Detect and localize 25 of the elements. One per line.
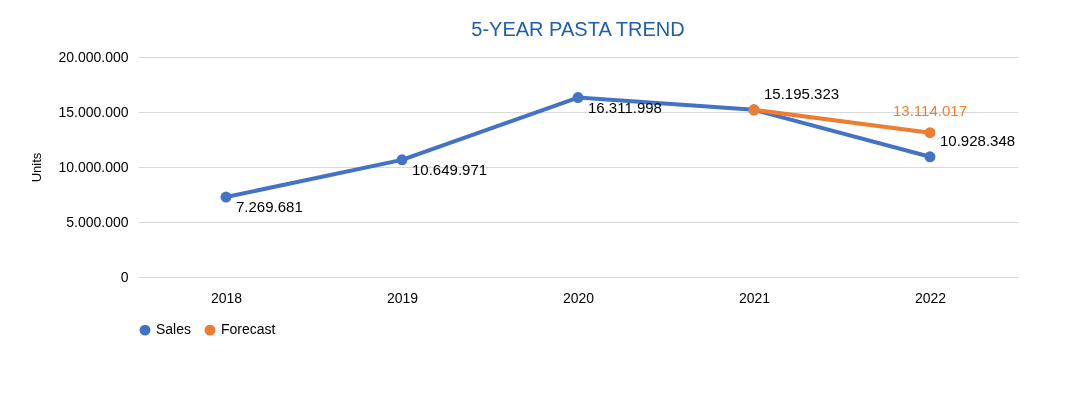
legend-label: Sales [156, 321, 192, 338]
y-axis-title: Units [29, 152, 45, 183]
point [572, 92, 584, 104]
x-tick-label: 2020 [562, 289, 595, 306]
y-tick-label: 15.000.000 [58, 103, 129, 120]
data-label: 16.311.998 [588, 98, 662, 116]
x-tick-label: 2019 [386, 289, 419, 306]
data-label: 7.269.681 [236, 198, 303, 216]
point [220, 191, 232, 203]
point [924, 151, 936, 163]
chart-title: 5-YEAR PASTA TREND [471, 18, 685, 40]
x-tick-label: 2022 [914, 289, 947, 306]
data-label: 10.649.971 [412, 160, 488, 178]
point [396, 154, 408, 166]
y-tick-label: 10.000.000 [58, 158, 129, 175]
x-tick-label: 2018 [210, 289, 243, 306]
y-tick-label: 5.000.000 [66, 213, 129, 230]
legend-label: Forecast [221, 321, 276, 338]
y-tick-label: 20.000.000 [58, 48, 129, 65]
x-tick-label: 2021 [738, 289, 771, 306]
data-label: 13.114.017 [893, 101, 967, 119]
data-label: 15.195.323 [764, 84, 840, 102]
y-tick-label: 0 [120, 268, 129, 285]
point [924, 127, 936, 139]
data-label: 10.928.348 [940, 131, 1016, 149]
